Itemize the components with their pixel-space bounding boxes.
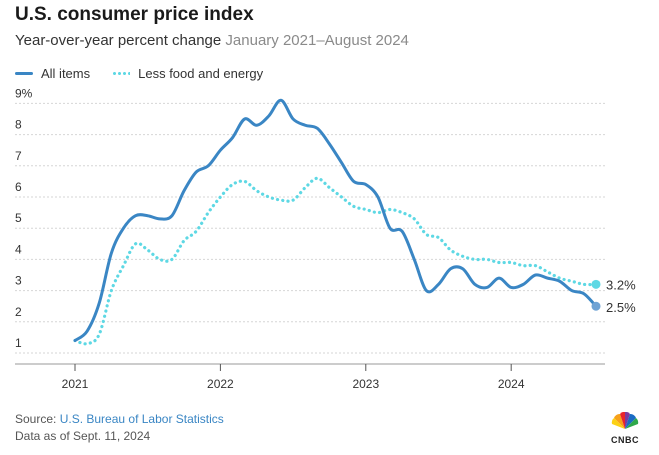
subtitle-date-range: January 2021–August 2024 — [225, 32, 409, 49]
y-tick-label: 6 — [15, 180, 22, 194]
x-tick-label: 2024 — [498, 377, 525, 391]
end-label-all-items: 2.5% — [606, 300, 636, 315]
logo-text: CNBC — [611, 435, 639, 445]
cnbc-logo: CNBC — [605, 411, 645, 445]
x-tick-label: 2021 — [62, 377, 89, 391]
y-tick-label: 5 — [15, 211, 22, 225]
legend-item-all-items: All items — [15, 66, 90, 81]
legend-label-core: Less food and energy — [138, 66, 264, 81]
y-tick-label: 9% — [15, 86, 33, 100]
date-note: Data as of Sept. 11, 2024 — [15, 429, 151, 443]
end-point-less-food-and-energy — [591, 279, 601, 289]
series-line-all-items — [73, 98, 598, 343]
end-label-less-food-and-energy: 3.2% — [606, 277, 636, 292]
peacock-icon — [611, 411, 639, 429]
y-tick-label: 2 — [15, 305, 22, 319]
legend-swatch-dotted — [112, 72, 131, 75]
y-tick-label: 7 — [15, 149, 22, 163]
chart-subtitle: Year-over-year percent change January 20… — [15, 32, 409, 49]
y-tick-label: 1 — [15, 336, 22, 350]
x-tick-label: 2023 — [352, 377, 379, 391]
chart-legend: All items Less food and energy — [15, 66, 285, 81]
end-point-all-items — [591, 301, 601, 311]
source-link[interactable]: U.S. Bureau of Labor Statistics — [59, 412, 224, 426]
source-label: Source: — [15, 412, 60, 426]
chart-title: U.S. consumer price index — [15, 4, 254, 25]
x-tick-label: 2022 — [207, 377, 234, 391]
legend-item-core: Less food and energy — [112, 66, 263, 81]
y-tick-label: 8 — [15, 118, 22, 132]
subtitle-text: Year-over-year percent change — [15, 32, 222, 49]
y-tick-label: 3 — [15, 274, 22, 288]
legend-swatch-solid — [15, 72, 33, 75]
legend-label-all-items: All items — [41, 66, 91, 81]
series-line-less-food-and-energy — [73, 176, 598, 346]
line-chart: 1 2 3 4 5 6 7 8 9% 2021 2022 2023 2024 3.2% 2.5% — [15, 86, 636, 391]
y-tick-label: 4 — [15, 242, 22, 256]
source-line: Source: U.S. Bureau of Labor Statistics — [15, 412, 224, 426]
